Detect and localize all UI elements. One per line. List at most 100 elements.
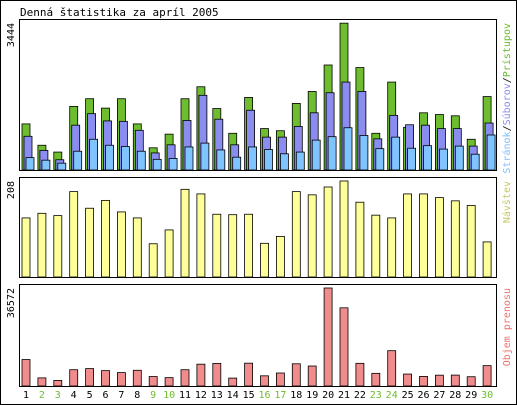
- chart-title: Denná štatistika za apríl 2005: [20, 6, 219, 19]
- day-label-15: 15: [243, 390, 255, 401]
- day-label-1: 1: [23, 390, 29, 401]
- bar-prenos-6: [101, 370, 110, 387]
- bar-navstev-10: [164, 229, 174, 278]
- legend-hits: Stránok/Súborov/Prístupov: [501, 23, 513, 174]
- bar-navstev-3: [53, 215, 63, 278]
- legend-hits-part-5: Prístupov: [501, 23, 513, 77]
- bar-navstev-20: [323, 186, 333, 278]
- bar-navstev-25: [403, 193, 413, 278]
- bar-navstev-18: [291, 191, 301, 278]
- bar-prenos-27: [434, 374, 444, 387]
- bar-navstev-1: [21, 217, 31, 278]
- panels: 344420836572Stránok/Súborov/PrístupovNáv…: [6, 19, 513, 387]
- y-max-label-transfer: 36572: [6, 288, 17, 318]
- bar-stranok-10: [168, 158, 178, 171]
- bar-stranok-13: [216, 149, 226, 171]
- bar-stranok-6: [105, 144, 114, 171]
- bar-prenos-11: [180, 369, 190, 387]
- bar-prenos-25: [403, 373, 413, 387]
- day-label-8: 8: [134, 390, 140, 401]
- bar-prenos-20: [323, 287, 333, 387]
- day-label-20: 20: [322, 390, 334, 401]
- bar-stranok-21: [343, 127, 353, 171]
- bar-navstev-6: [101, 199, 110, 278]
- bar-navstev-30: [482, 241, 492, 278]
- day-label-6: 6: [102, 390, 108, 401]
- bar-stranok-23: [375, 148, 385, 171]
- bar-stranok-26: [423, 145, 432, 171]
- bar-stranok-20: [327, 136, 337, 171]
- legend-transfer-part-1: Objem prenosu: [502, 288, 513, 366]
- day-label-25: 25: [402, 390, 414, 401]
- day-label-10: 10: [163, 390, 175, 401]
- bar-stranok-1: [25, 157, 35, 171]
- bar-navstev-29: [466, 205, 476, 278]
- bar-navstev-16: [260, 242, 269, 278]
- bar-navstev-23: [371, 214, 381, 278]
- day-label-29: 29: [465, 390, 477, 401]
- bar-prenos-10: [164, 377, 174, 387]
- bar-navstev-14: [228, 214, 238, 278]
- bar-navstev-8: [132, 217, 142, 278]
- bar-prenos-12: [196, 363, 206, 387]
- bar-prenos-16: [260, 375, 269, 387]
- bar-stranok-12: [200, 142, 210, 171]
- bar-stranok-11: [184, 146, 194, 171]
- day-label-5: 5: [87, 390, 93, 401]
- bar-stranok-19: [311, 139, 321, 171]
- legend-hits-part-4: /: [502, 77, 513, 83]
- bar-navstev-27: [434, 197, 444, 278]
- bar-stranok-3: [57, 162, 67, 171]
- panel-frame-2: [19, 177, 497, 278]
- bar-navstev-5: [85, 207, 94, 278]
- bar-prenos-23: [371, 372, 381, 387]
- day-label-14: 14: [227, 390, 239, 401]
- bar-navstev-26: [419, 193, 428, 278]
- day-label-19: 19: [306, 390, 318, 401]
- day-label-13: 13: [211, 390, 223, 401]
- bar-prenos-30: [482, 365, 492, 387]
- bar-stranok-27: [438, 148, 448, 171]
- bar-stranok-5: [89, 138, 98, 171]
- bar-prenos-9: [148, 376, 158, 387]
- bar-navstev-21: [339, 180, 349, 278]
- bar-prenos-5: [85, 368, 94, 387]
- x-axis-labels: 1 2 3 4 5 6 7 8 9 10 11 12 13 14 15 16 17 18 19 20 21 22 23 24 2…: [23, 390, 493, 401]
- panel-frame-3: [19, 284, 497, 387]
- day-label-17: 17: [274, 390, 286, 401]
- bar-prenos-19: [307, 365, 317, 387]
- bar-stranok-17: [279, 153, 289, 171]
- bar-stranok-4: [73, 150, 83, 171]
- bar-prenos-22: [355, 362, 365, 387]
- day-label-16: 16: [258, 390, 270, 401]
- day-label-7: 7: [118, 390, 124, 401]
- bar-stranok-29: [470, 153, 480, 171]
- bar-navstev-22: [355, 201, 365, 278]
- bar-stranok-2: [41, 159, 51, 171]
- bar-navstev-11: [180, 188, 190, 278]
- bar-navstev-7: [117, 211, 126, 278]
- day-label-4: 4: [71, 390, 77, 401]
- day-label-3: 3: [55, 390, 61, 401]
- day-label-2: 2: [39, 390, 45, 401]
- bar-stranok-28: [454, 145, 464, 171]
- bar-prenos-29: [466, 376, 476, 387]
- bar-stranok-25: [407, 147, 417, 171]
- bar-stranok-9: [152, 158, 162, 171]
- bar-stranok-8: [136, 150, 146, 171]
- day-label-27: 27: [433, 390, 445, 401]
- bar-stranok-24: [391, 136, 401, 171]
- legend-hits-part-3: Súborov: [501, 83, 513, 125]
- legend-transfer: Objem prenosu: [502, 288, 513, 366]
- day-label-9: 9: [150, 390, 156, 401]
- bar-navstev-13: [212, 213, 222, 278]
- bar-prenos-2: [37, 377, 47, 387]
- day-label-21: 21: [338, 390, 350, 401]
- bar-prenos-4: [69, 369, 79, 387]
- bar-navstev-24: [387, 217, 397, 278]
- day-label-28: 28: [449, 390, 461, 401]
- bar-prenos-3: [53, 380, 63, 387]
- bar-prenos-13: [212, 363, 222, 387]
- bar-prenos-21: [339, 307, 349, 387]
